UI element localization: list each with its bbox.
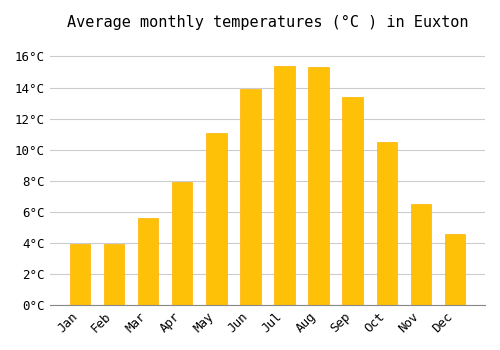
Bar bbox=[308, 67, 329, 305]
Bar bbox=[342, 97, 363, 305]
Bar bbox=[445, 233, 465, 305]
Bar bbox=[410, 204, 431, 305]
Bar bbox=[104, 244, 124, 305]
Bar bbox=[206, 133, 227, 305]
Bar bbox=[274, 66, 294, 305]
Bar bbox=[240, 89, 260, 305]
Title: Average monthly temperatures (°C ) in Euxton: Average monthly temperatures (°C ) in Eu… bbox=[66, 15, 468, 30]
Bar bbox=[70, 244, 90, 305]
Bar bbox=[138, 218, 158, 305]
Bar bbox=[172, 182, 193, 305]
Bar bbox=[376, 142, 397, 305]
